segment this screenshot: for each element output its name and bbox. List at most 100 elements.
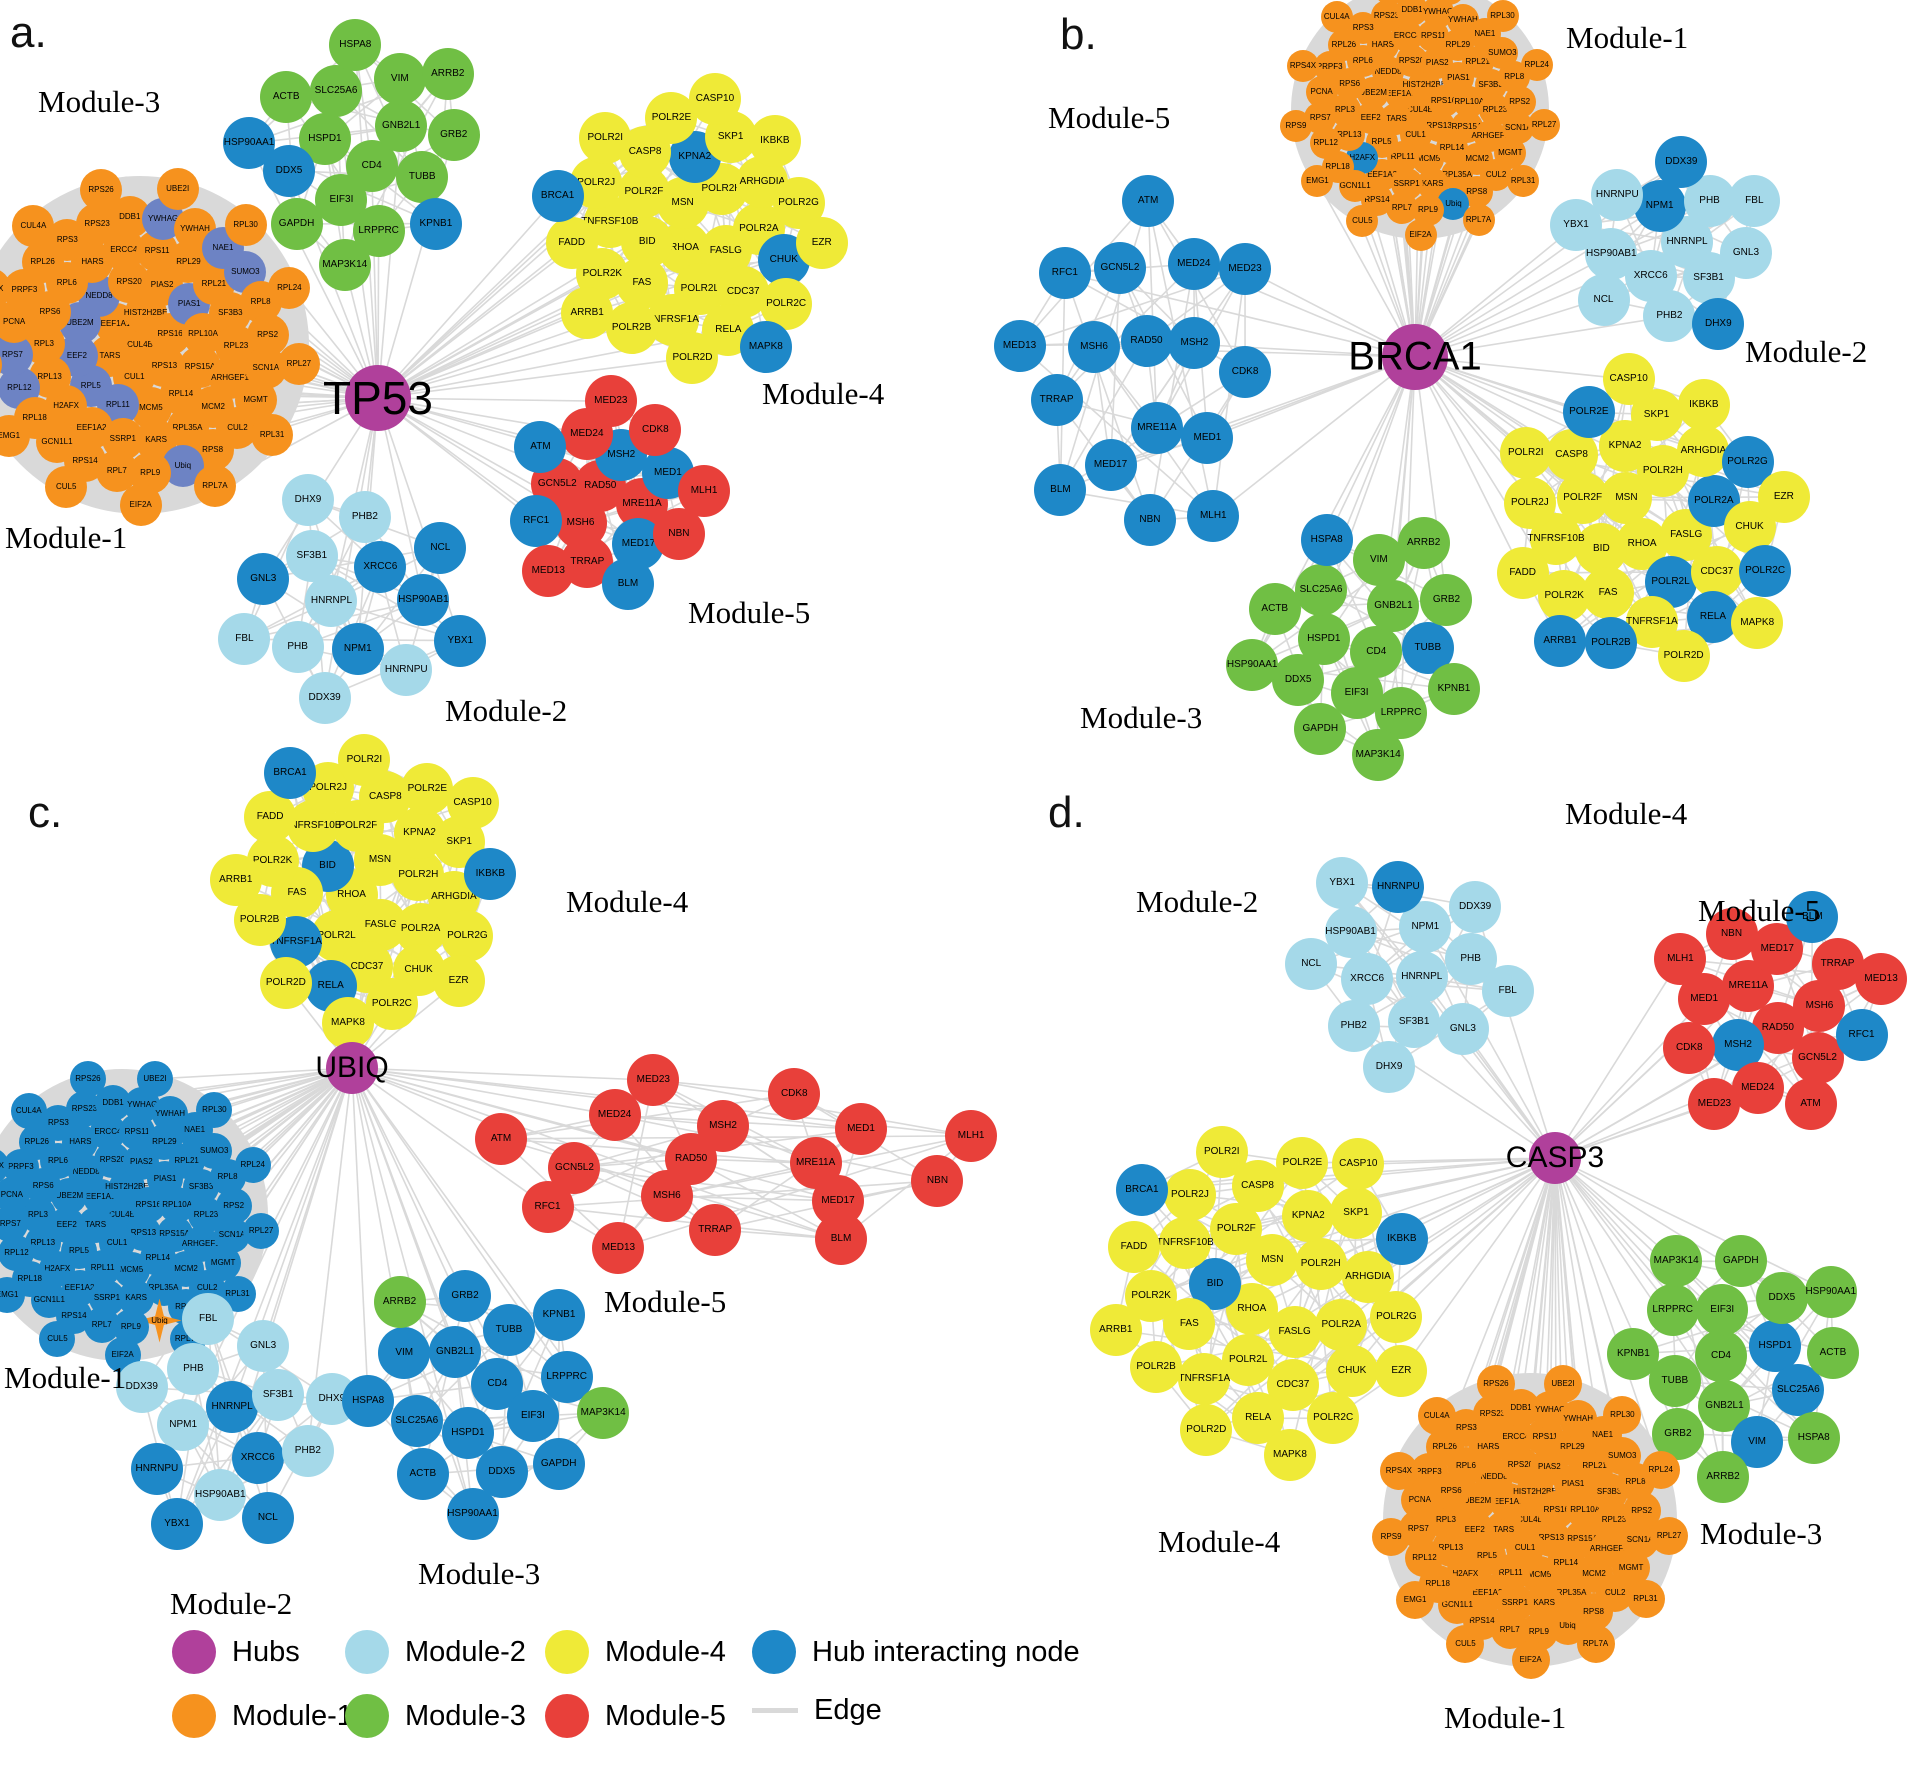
node-RPS26[interactable]: RPS26 xyxy=(69,1061,106,1098)
node-MED24[interactable]: MED24 xyxy=(1167,237,1220,290)
node-RPL24[interactable]: RPL24 xyxy=(234,1146,271,1183)
node-MED23[interactable]: MED23 xyxy=(584,375,637,428)
node-POLR2L[interactable]: POLR2L xyxy=(1222,1333,1275,1386)
node-GCN1L1[interactable]: GCN1L1 xyxy=(35,421,78,464)
node-TUBB[interactable]: TUBB xyxy=(1648,1354,1701,1407)
node-MSH6[interactable]: MSH6 xyxy=(1068,321,1121,374)
node-ATM[interactable]: ATM xyxy=(1122,175,1175,228)
node-DDX39[interactable]: DDX39 xyxy=(1655,136,1708,189)
node-CDC37[interactable]: CDC37 xyxy=(1690,546,1743,599)
node-XRCC6[interactable]: XRCC6 xyxy=(1341,953,1394,1006)
node-POLR2J[interactable]: POLR2J xyxy=(1163,1168,1216,1221)
node-POLR2E[interactable]: POLR2E xyxy=(1562,386,1615,439)
node-CUL5[interactable]: CUL5 xyxy=(45,465,88,508)
node-CDK8[interactable]: CDK8 xyxy=(1663,1022,1716,1075)
node-ARRB1[interactable]: ARRB1 xyxy=(1534,615,1587,668)
node-MAP3K14[interactable]: MAP3K14 xyxy=(577,1386,630,1439)
node-GNB2L1[interactable]: GNB2L1 xyxy=(429,1326,482,1378)
node-YBX1[interactable]: YBX1 xyxy=(150,1497,203,1550)
node-POLR2I[interactable]: POLR2I xyxy=(1195,1125,1248,1178)
node-KPNB1[interactable]: KPNB1 xyxy=(533,1289,586,1342)
node-HNRNPL[interactable]: HNRNPL xyxy=(1395,951,1448,1004)
node-RPS4X[interactable]: RPS4X xyxy=(0,1147,9,1184)
node-CASP10[interactable]: CASP10 xyxy=(1332,1138,1385,1191)
node-EIF2A[interactable]: EIF2A xyxy=(1511,1640,1550,1679)
node-POLR2C[interactable]: POLR2C xyxy=(1307,1392,1360,1445)
node-ATM[interactable]: ATM xyxy=(514,420,567,473)
node-FADD[interactable]: FADD xyxy=(244,791,297,844)
hub-CASP3[interactable] xyxy=(1529,1132,1581,1184)
node-VIM[interactable]: VIM xyxy=(378,1327,431,1380)
node-RPL7A[interactable]: RPL7A xyxy=(1462,204,1495,237)
node-GAPDH[interactable]: GAPDH xyxy=(1294,702,1347,755)
node-DDX39[interactable]: DDX39 xyxy=(1449,880,1502,933)
node-RPL31[interactable]: RPL31 xyxy=(251,414,294,457)
node-HNRNPU[interactable]: HNRNPU xyxy=(1591,168,1644,221)
node-CUL4A[interactable]: CUL4A xyxy=(1320,0,1353,33)
node-RPS9[interactable]: RPS9 xyxy=(1279,109,1312,142)
node-RAD50[interactable]: RAD50 xyxy=(1120,315,1173,368)
node-SLC25A6[interactable]: SLC25A6 xyxy=(310,64,363,117)
node-MAP3K14[interactable]: MAP3K14 xyxy=(1650,1235,1703,1288)
hub-TP53[interactable] xyxy=(345,365,411,431)
node-TRRAP[interactable]: TRRAP xyxy=(689,1203,742,1256)
node-CUL5[interactable]: CUL5 xyxy=(39,1321,76,1358)
node-FADD[interactable]: FADD xyxy=(1107,1221,1160,1274)
node-RPL24[interactable]: RPL24 xyxy=(1520,49,1553,82)
node-HNRNPL[interactable]: HNRNPL xyxy=(305,575,358,628)
node-RFC1[interactable]: RFC1 xyxy=(1038,247,1091,300)
node-MED23[interactable]: MED23 xyxy=(1688,1077,1741,1130)
node-GNL3[interactable]: GNL3 xyxy=(1719,227,1772,280)
node-DHX9[interactable]: DHX9 xyxy=(282,473,335,526)
node-POLR2I[interactable]: POLR2I xyxy=(338,734,391,787)
node-LRPPRC[interactable]: LRPPRC xyxy=(1646,1284,1699,1337)
node-PHB[interactable]: PHB xyxy=(271,621,324,674)
node-MRE11A[interactable]: MRE11A xyxy=(1722,959,1775,1012)
node-HSPA8[interactable]: HSPA8 xyxy=(329,19,382,71)
node-MLH1[interactable]: MLH1 xyxy=(1654,933,1707,986)
node-HSPD1[interactable]: HSPD1 xyxy=(298,112,351,165)
node-PHB[interactable]: PHB xyxy=(167,1342,220,1395)
node-CASP10[interactable]: CASP10 xyxy=(688,73,741,126)
node-CDK8[interactable]: CDK8 xyxy=(1219,346,1272,399)
node-YBX1[interactable]: YBX1 xyxy=(434,614,487,667)
node-UBE2I[interactable]: UBE2I xyxy=(136,1060,173,1097)
node-MLH1[interactable]: MLH1 xyxy=(678,464,731,517)
node-KPNB1[interactable]: KPNB1 xyxy=(1607,1327,1660,1380)
node-SLC25A6[interactable]: SLC25A6 xyxy=(390,1395,443,1448)
node-EIF2A[interactable]: EIF2A xyxy=(119,483,162,526)
node-BLM[interactable]: BLM xyxy=(815,1213,868,1266)
node-PHB2[interactable]: PHB2 xyxy=(338,490,391,543)
node-RPL27[interactable]: RPL27 xyxy=(1528,108,1561,141)
node-HSP90AA1[interactable]: HSP90AA1 xyxy=(446,1488,499,1541)
node-TUBB[interactable]: TUBB xyxy=(483,1303,535,1356)
node-KPNB1[interactable]: KPNB1 xyxy=(409,197,462,250)
node-SF3B1[interactable]: SF3B1 xyxy=(252,1368,305,1421)
node-POLR2D[interactable]: POLR2D xyxy=(1657,630,1710,683)
node-RPL7A[interactable]: RPL7A xyxy=(193,465,236,508)
node-TRRAP[interactable]: TRRAP xyxy=(1811,937,1864,990)
node-POLR2I[interactable]: POLR2I xyxy=(1499,427,1552,480)
node-DDX5[interactable]: DDX5 xyxy=(1755,1271,1808,1324)
node-RPS9[interactable]: RPS9 xyxy=(0,1214,2,1251)
node-YBX1[interactable]: YBX1 xyxy=(1316,856,1369,909)
node-RPS9[interactable]: RPS9 xyxy=(1372,1518,1411,1557)
node-CUL4A[interactable]: CUL4A xyxy=(10,1092,47,1129)
node-RPS9[interactable]: RPS9 xyxy=(0,343,3,386)
node-TRRAP[interactable]: TRRAP xyxy=(1030,373,1083,426)
node-MED1[interactable]: MED1 xyxy=(835,1103,887,1156)
node-HSP90AA1[interactable]: HSP90AA1 xyxy=(223,117,276,170)
node-HSP90AB1[interactable]: HSP90AB1 xyxy=(397,574,450,627)
node-POLR2C[interactable]: POLR2C xyxy=(1739,545,1792,598)
node-HNRNPL[interactable]: HNRNPL xyxy=(206,1381,259,1434)
node-HNRNPU[interactable]: HNRNPU xyxy=(1372,861,1425,914)
node-GCN5L2[interactable]: GCN5L2 xyxy=(1093,241,1146,294)
node-MLH1[interactable]: MLH1 xyxy=(945,1109,998,1162)
node-NBN[interactable]: NBN xyxy=(911,1154,964,1207)
node-GCN1L1[interactable]: GCN1L1 xyxy=(1438,1586,1477,1625)
node-RPL24[interactable]: RPL24 xyxy=(268,266,311,309)
node-MED23[interactable]: MED23 xyxy=(627,1054,680,1107)
node-RPL24[interactable]: RPL24 xyxy=(1641,1450,1680,1489)
node-RPS4X[interactable]: RPS4X xyxy=(1286,50,1319,83)
node-CASP10[interactable]: CASP10 xyxy=(1602,353,1655,406)
